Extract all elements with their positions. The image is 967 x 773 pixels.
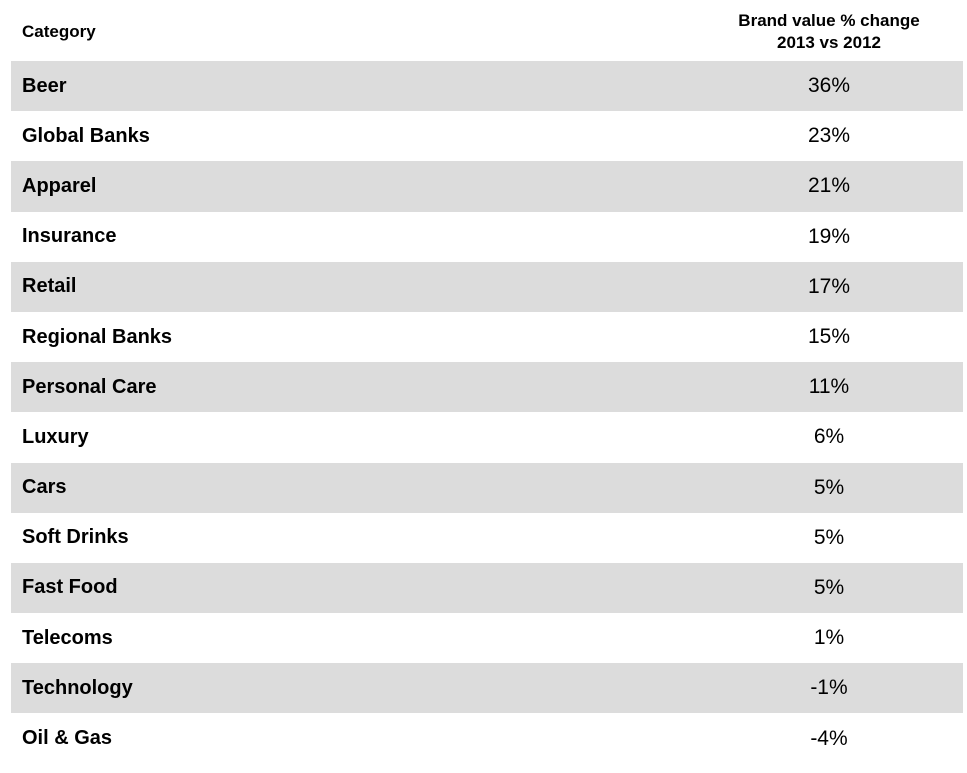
table-row: Beer 36% xyxy=(11,61,963,112)
category-cell: Apparel xyxy=(22,174,97,197)
value-cell: 21% xyxy=(807,174,851,198)
value-cell: 23% xyxy=(807,124,851,148)
category-cell: Regional Banks xyxy=(22,325,173,348)
table-row: Apparel 21% xyxy=(11,161,963,212)
table-row: Telecoms 1% xyxy=(11,613,963,663)
value-cell: 11% xyxy=(808,375,850,399)
table-row: Retail 17% xyxy=(11,261,963,312)
category-cell: Retail xyxy=(22,275,77,298)
value-cell: 5% xyxy=(813,575,845,599)
column-header-value-line2: 2013 vs 2012 xyxy=(777,33,881,52)
value-cell: 5% xyxy=(813,525,845,549)
category-cell: Cars xyxy=(22,476,67,499)
value-cell: 1% xyxy=(813,626,845,650)
category-cell: Fast Food xyxy=(22,576,118,599)
brand-value-table: Category Brand value % change 2013 vs 20… xyxy=(11,0,963,764)
value-cell: 15% xyxy=(807,325,851,349)
table-row: Oil & Gas -4% xyxy=(11,713,963,763)
category-cell: Telecoms xyxy=(22,626,113,649)
category-cell: Beer xyxy=(22,74,67,97)
table-header: Category Brand value % change 2013 vs 20… xyxy=(11,0,963,61)
category-cell: Technology xyxy=(22,676,133,699)
column-header-value: Brand value % change 2013 vs 2012 xyxy=(679,10,967,54)
column-header-value-line1: Brand value % change xyxy=(738,11,920,30)
value-cell: 19% xyxy=(807,224,851,248)
table-row: Cars 5% xyxy=(11,462,963,513)
value-cell: 5% xyxy=(813,475,845,499)
table-row: Fast Food 5% xyxy=(11,562,963,614)
table-body: Beer 36% Global Banks 23% Apparel 21% Insuranc… xyxy=(11,61,963,764)
table-row: Soft Drinks 5% xyxy=(11,513,963,563)
category-cell: Personal Care xyxy=(22,375,157,398)
table-row: Luxury 6% xyxy=(11,412,963,462)
value-cell: -4% xyxy=(810,726,848,750)
table-row: Global Banks 23% xyxy=(11,111,963,161)
value-cell: 36% xyxy=(807,74,851,98)
category-cell: Soft Drinks xyxy=(22,526,129,549)
value-cell: 6% xyxy=(813,425,845,449)
category-cell: Luxury xyxy=(22,425,89,448)
column-header-category: Category xyxy=(22,22,96,41)
table-row: Technology -1% xyxy=(11,663,963,714)
category-cell: Oil & Gas xyxy=(22,727,113,750)
value-cell: 17% xyxy=(807,274,851,298)
table-row: Insurance 19% xyxy=(11,212,963,262)
table-row: Regional Banks 15% xyxy=(11,312,963,362)
category-cell: Global Banks xyxy=(22,124,150,147)
category-cell: Insurance xyxy=(22,225,117,248)
table-row: Personal Care 11% xyxy=(11,362,963,413)
value-cell: -1% xyxy=(810,676,848,700)
